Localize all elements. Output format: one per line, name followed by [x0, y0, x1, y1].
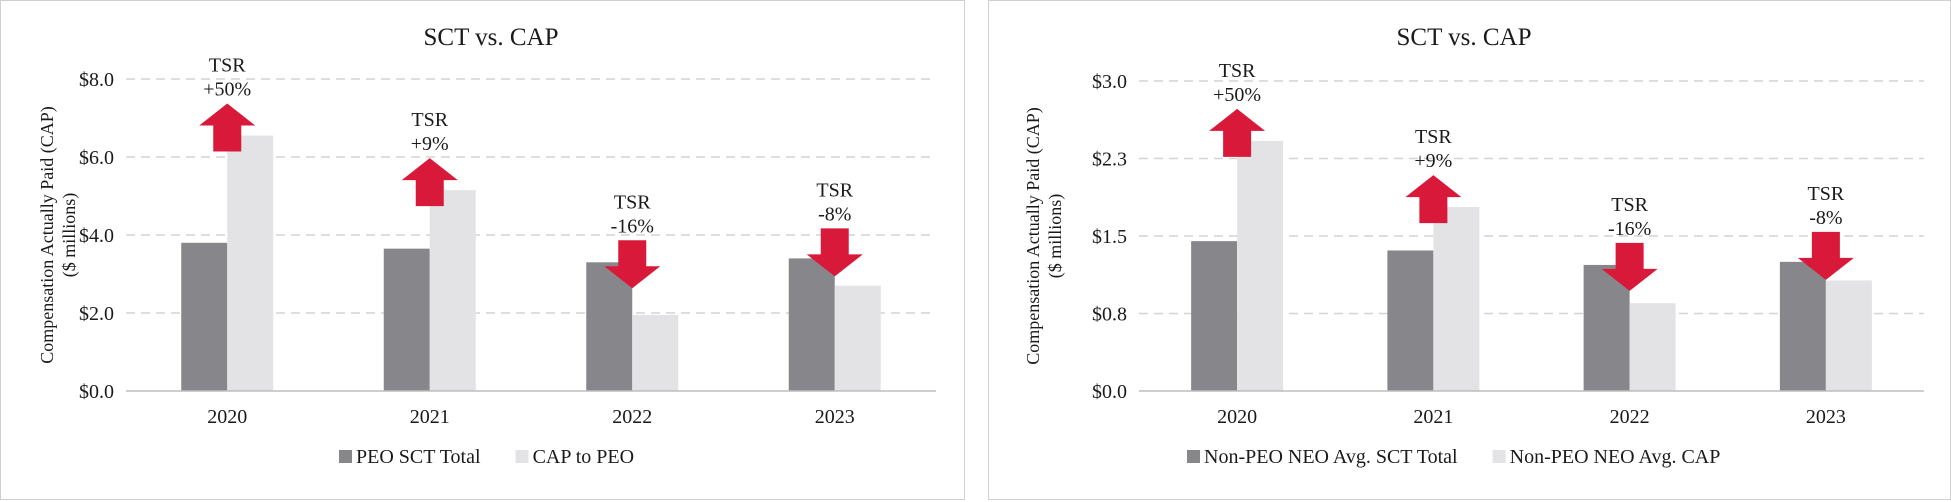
- y-axis-label: Compensation Actually Paid (CAP): [37, 106, 58, 363]
- y-tick-label: $1.5: [1092, 226, 1127, 248]
- legend-label: Non-PEO NEO Avg. SCT Total: [1204, 446, 1458, 468]
- bar-sct-2021: [383, 248, 430, 391]
- x-tick-label: 2022: [1610, 406, 1650, 428]
- x-tick-label: 2020: [1217, 406, 1257, 428]
- legend-label: PEO SCT Total: [356, 446, 481, 468]
- x-tick-label: 2023: [815, 406, 855, 428]
- tsr-label: TSR: [614, 191, 651, 213]
- bar-cap-2021: [429, 190, 476, 391]
- y-tick-label: $0.0: [1092, 381, 1127, 403]
- bar-cap-2023: [1825, 280, 1872, 391]
- tsr-label: TSR: [1219, 60, 1256, 82]
- bar-cap-2023: [834, 285, 881, 391]
- chart-panel-non-peo: SCT vs. CAP Compensation Actually Paid (C…: [988, 0, 1951, 500]
- x-tick-label: 2022: [612, 406, 652, 428]
- legend-label: Non-PEO NEO Avg. CAP: [1510, 446, 1721, 468]
- y-tick-label: $0.8: [1092, 304, 1127, 326]
- tsr-arrow-down-icon: [604, 240, 661, 289]
- tsr-value: -8%: [1809, 207, 1842, 229]
- bar-sct-2022: [1583, 264, 1630, 391]
- y-tick-label: $2.0: [79, 303, 114, 325]
- x-tick-label: 2021: [410, 406, 450, 428]
- bar-sct-2023: [1779, 261, 1826, 391]
- tsr-arrow-up-icon: [401, 158, 458, 207]
- y-tick-label: $6.0: [79, 147, 114, 169]
- legend-swatch: [1492, 450, 1506, 463]
- tsr-arrow-down-icon: [1797, 231, 1854, 280]
- tsr-arrow-up-icon: [1405, 175, 1462, 224]
- legend-swatch: [339, 450, 352, 463]
- tsr-label: TSR: [411, 109, 448, 131]
- tsr-arrow-up-icon: [199, 103, 256, 152]
- y-axis-label-units: ($ millions): [1045, 194, 1066, 279]
- y-tick-label: $4.0: [79, 225, 114, 247]
- tsr-arrow-up-icon: [1209, 108, 1266, 157]
- y-tick-label: $8.0: [79, 69, 114, 91]
- y-axis-label: Compensation Actually Paid (CAP): [1023, 107, 1044, 364]
- y-tick-label: $0.0: [79, 381, 114, 403]
- tsr-label: TSR: [1808, 183, 1845, 205]
- tsr-arrow-down-icon: [1601, 242, 1658, 291]
- chart-title: SCT vs. CAP: [1396, 24, 1531, 51]
- tsr-label: TSR: [1611, 194, 1648, 216]
- legend-swatch: [1187, 450, 1200, 463]
- bar-sct-2020: [1191, 241, 1238, 391]
- bar-cap-2020: [227, 135, 274, 391]
- tsr-value: +50%: [1213, 84, 1261, 106]
- tsr-value: -16%: [611, 215, 654, 237]
- bar-cap-2020: [1237, 140, 1284, 391]
- bar-sct-2023: [788, 258, 835, 391]
- bar-sct-2022: [586, 262, 633, 391]
- bar-sct-2021: [1387, 250, 1434, 391]
- tsr-value: +9%: [1414, 150, 1452, 172]
- bar-cap-2022: [632, 314, 679, 391]
- x-tick-label: 2020: [207, 406, 247, 428]
- tsr-arrow-down-icon: [806, 228, 863, 277]
- tsr-label: TSR: [816, 179, 853, 201]
- y-axis-label-units: ($ millions): [59, 193, 80, 278]
- tsr-value: -8%: [818, 203, 851, 225]
- chart-svg-peo: SCT vs. CAP Compensation Actually Paid (C…: [37, 24, 936, 468]
- tsr-label: TSR: [1415, 126, 1452, 148]
- legend-swatch: [515, 450, 529, 463]
- y-tick-label: $2.3: [1092, 149, 1127, 171]
- x-tick-label: 2023: [1806, 406, 1846, 428]
- tsr-value: +50%: [203, 79, 251, 101]
- tsr-value: -16%: [1608, 218, 1651, 240]
- chart-svg-non-peo: SCT vs. CAP Compensation Actually Paid (C…: [1023, 24, 1924, 468]
- bar-cap-2022: [1629, 303, 1676, 391]
- chart-title: SCT vs. CAP: [423, 24, 558, 51]
- bar-cap-2021: [1433, 207, 1480, 391]
- tsr-value: +9%: [411, 133, 449, 155]
- tsr-label: TSR: [209, 55, 246, 77]
- y-tick-label: $3.0: [1092, 71, 1127, 93]
- bar-sct-2020: [181, 242, 228, 391]
- chart-panel-peo: SCT vs. CAP Compensation Actually Paid (C…: [0, 0, 965, 500]
- legend-label: CAP to PEO: [533, 446, 635, 468]
- x-tick-label: 2021: [1413, 406, 1453, 428]
